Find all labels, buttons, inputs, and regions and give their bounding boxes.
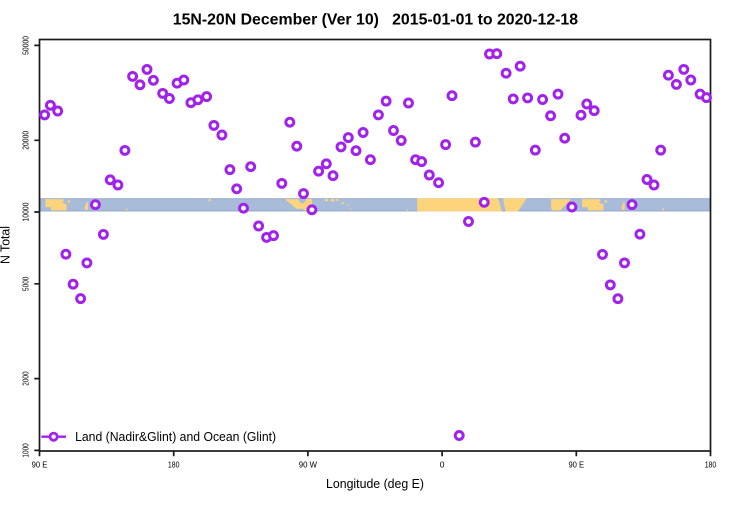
svg-text:0: 0 [440, 460, 445, 470]
svg-text:1000: 1000 [20, 443, 30, 457]
svg-text:N Total: N Total [0, 226, 13, 264]
svg-text:20000: 20000 [20, 131, 30, 150]
svg-text:5000: 5000 [20, 276, 30, 290]
svg-text:Longitude (deg E): Longitude (deg E) [326, 476, 424, 491]
svg-text:Land (Nadir&Glint) and Ocean (: Land (Nadir&Glint) and Ocean (Glint) [75, 429, 276, 444]
svg-text:50000: 50000 [20, 36, 30, 55]
svg-text:90 E: 90 E [32, 460, 48, 470]
svg-text:2000: 2000 [20, 371, 30, 385]
svg-text:90 E: 90 E [568, 460, 584, 470]
svg-text:10000: 10000 [20, 202, 30, 221]
svg-text:90 W: 90 W [299, 460, 317, 470]
svg-text:15N-20N December (Ver 10) 20: 15N-20N December (Ver 10) 2015-01-01 to … [173, 12, 579, 29]
svg-text:180: 180 [705, 460, 717, 470]
svg-text:180: 180 [168, 460, 180, 470]
